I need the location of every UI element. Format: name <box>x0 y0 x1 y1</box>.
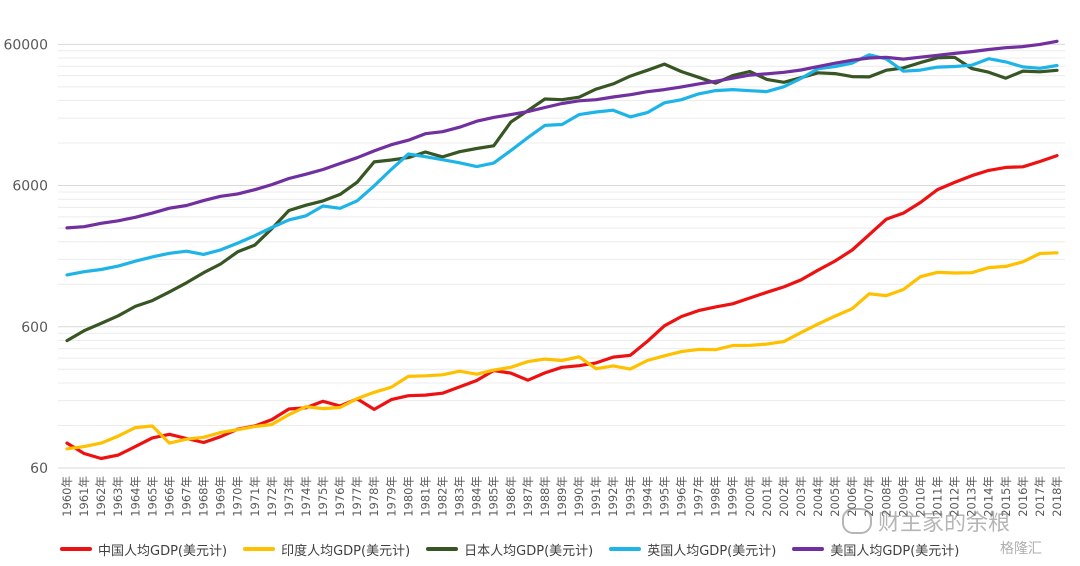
legend-label: 英国人均GDP(美元计) <box>647 543 777 559</box>
x-tick-label: 2008年 <box>879 476 893 517</box>
x-tick-label: 2007年 <box>862 476 876 517</box>
x-tick-label: 2005年 <box>828 476 842 517</box>
x-tick-label: 1994年 <box>640 476 654 517</box>
x-tick-label: 1978年 <box>367 476 381 517</box>
x-tick-label: 1982年 <box>436 476 450 517</box>
x-tick-label: 2011年 <box>931 476 945 517</box>
y-tick-label: 6000 <box>12 179 48 195</box>
x-tick-label: 1968年 <box>197 476 211 517</box>
x-tick-label: 1993年 <box>623 476 637 517</box>
legend: 中国人均GDP(美元计) 印度人均GDP(美元计) 日本人均GDP(美元计) 英… <box>60 538 975 560</box>
x-tick-label: 2015年 <box>999 476 1013 517</box>
x-tick-label: 1960年 <box>60 476 74 517</box>
series-lines <box>65 39 1059 461</box>
series-line-0 <box>65 154 1059 461</box>
x-tick-label: 2018年 <box>1050 476 1064 517</box>
watermark: 财主家的余粮 <box>842 505 1010 537</box>
x-tick-label: 1980年 <box>401 476 415 517</box>
x-tick-label: 1962年 <box>94 476 108 517</box>
x-tick-label: 1987年 <box>521 476 535 517</box>
x-tick-label: 1965年 <box>145 476 159 517</box>
x-tick-label: 1995年 <box>657 476 671 517</box>
wechat-icon <box>842 508 872 534</box>
watermark-text: 财主家的余粮 <box>878 511 1011 536</box>
x-tick-label: 2016年 <box>1016 476 1030 517</box>
x-tick-label: 1972年 <box>265 476 279 517</box>
legend-swatch <box>60 547 92 551</box>
x-tick-label: 2002年 <box>777 476 791 517</box>
x-tick-label: 1996年 <box>674 476 688 517</box>
y-tick-label: 600 <box>21 320 48 336</box>
y-axis-ticks: 60 600 6000 60000 <box>3 37 48 477</box>
legend-swatch <box>792 547 825 551</box>
gridlines <box>58 43 1065 469</box>
x-tick-label: 1974年 <box>299 476 313 517</box>
x-tick-label: 1985年 <box>487 476 501 517</box>
series-line-1 <box>65 251 1059 451</box>
series-line-4 <box>65 39 1059 230</box>
x-tick-label: 1992年 <box>606 476 620 517</box>
x-tick-label: 1967年 <box>179 476 193 517</box>
legend-label: 美国人均GDP(美元计) <box>830 543 960 559</box>
series-line-3 <box>65 53 1059 277</box>
x-axis-ticks: 1960年 1961年 1962年 1963年 1964年 1965年 1966年 1967年… <box>60 476 1064 517</box>
x-tick-label: 1970年 <box>231 476 245 517</box>
x-tick-label: 2009年 <box>896 476 910 517</box>
x-tick-label: 1990年 <box>572 476 586 517</box>
x-tick-label: 1989年 <box>555 476 569 517</box>
y-tick-label: 60000 <box>3 37 48 53</box>
x-tick-label: 2012年 <box>948 476 962 517</box>
x-tick-label: 1986年 <box>504 476 518 517</box>
x-tick-label: 1998年 <box>709 476 723 517</box>
x-tick-label: 1971年 <box>248 476 262 517</box>
x-tick-label: 2000年 <box>743 476 757 517</box>
x-tick-label: 1981年 <box>418 476 432 517</box>
x-tick-label: 1997年 <box>692 476 706 517</box>
x-tick-label: 1973年 <box>282 476 296 517</box>
x-tick-label: 2001年 <box>760 476 774 517</box>
legend-label: 日本人均GDP(美元计) <box>464 543 594 559</box>
x-tick-label: 1966年 <box>162 476 176 517</box>
legend-item-uk[interactable]: 英国人均GDP(美元计) <box>609 540 776 559</box>
legend-item-usa[interactable]: 美国人均GDP(美元计) <box>792 540 959 559</box>
series-line-2 <box>65 55 1059 343</box>
x-tick-label: 1964年 <box>128 476 142 517</box>
y-tick-label: 60 <box>30 461 48 477</box>
x-tick-label: 1984年 <box>470 476 484 517</box>
x-tick-label: 2017年 <box>1033 476 1047 517</box>
x-tick-label: 2004年 <box>811 476 825 517</box>
x-tick-label: 1969年 <box>214 476 228 517</box>
x-tick-label: 1975年 <box>316 476 330 517</box>
x-tick-label: 1988年 <box>538 476 552 517</box>
x-tick-label: 1991年 <box>589 476 603 517</box>
x-tick-label: 1979年 <box>384 476 398 517</box>
x-tick-label: 2003年 <box>794 476 808 517</box>
watermark-sub: 格隆汇 <box>1000 541 1042 557</box>
legend-swatch <box>609 547 642 551</box>
x-tick-label: 2014年 <box>982 476 996 517</box>
x-tick-label: 2010年 <box>913 476 927 517</box>
legend-item-japan[interactable]: 日本人均GDP(美元计) <box>426 540 593 559</box>
x-tick-label: 1976年 <box>333 476 347 517</box>
x-tick-label: 1999年 <box>726 476 740 517</box>
legend-item-china[interactable]: 中国人均GDP(美元计) <box>60 540 227 559</box>
x-tick-label: 1961年 <box>77 476 91 517</box>
legend-label: 中国人均GDP(美元计) <box>98 543 228 559</box>
legend-label: 印度人均GDP(美元计) <box>281 543 411 559</box>
x-tick-label: 1963年 <box>111 476 125 517</box>
x-tick-label: 1983年 <box>453 476 467 517</box>
x-tick-label: 2013年 <box>965 476 979 517</box>
legend-swatch <box>426 547 459 551</box>
legend-swatch <box>243 547 276 551</box>
x-tick-label: 2006年 <box>845 476 859 517</box>
x-tick-label: 1977年 <box>350 476 364 517</box>
legend-item-india[interactable]: 印度人均GDP(美元计) <box>243 540 410 559</box>
